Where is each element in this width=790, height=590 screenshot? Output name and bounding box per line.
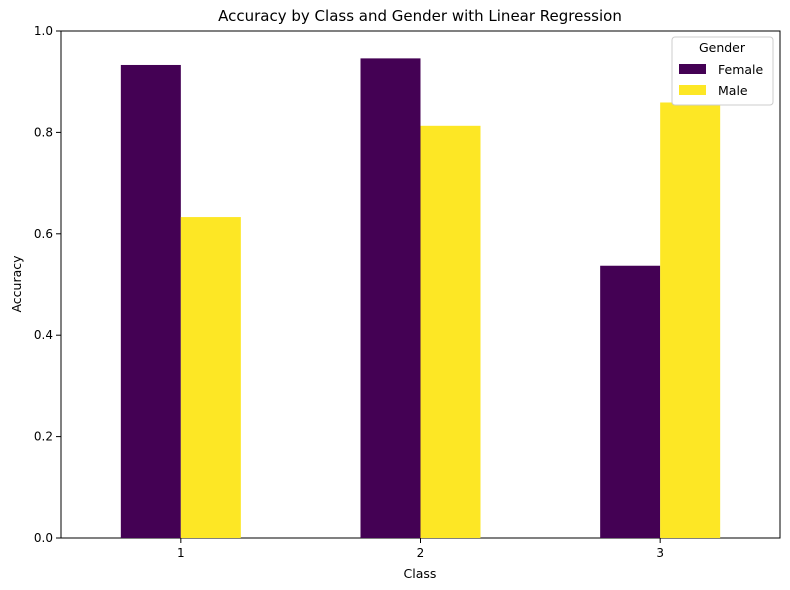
- legend: Gender Female Male: [671, 36, 774, 106]
- legend-swatch-male: [679, 85, 706, 95]
- bar-female-class-3: [600, 265, 661, 538]
- x-axis-ticks: 1 2 3: [177, 538, 664, 560]
- y-tick-label: 0.0: [34, 531, 53, 545]
- bars-group: [120, 58, 721, 539]
- bar-male-class-2: [420, 125, 481, 539]
- y-tick-label: 1.0: [34, 24, 53, 38]
- legend-swatch-female: [679, 64, 706, 74]
- y-axis-label: Accuracy: [9, 255, 24, 313]
- bar-male-class-1: [180, 217, 241, 538]
- x-tick-label: 3: [656, 546, 664, 560]
- x-axis-label: Class: [404, 566, 437, 581]
- x-tick-label: 2: [417, 546, 425, 560]
- legend-label-male: Male: [718, 83, 748, 98]
- legend-label-female: Female: [718, 62, 764, 77]
- bar-female-class-2: [360, 58, 421, 539]
- y-tick-label: 0.6: [34, 227, 53, 241]
- y-axis-ticks: 0.0 0.2 0.4 0.6 0.8 1.0: [34, 24, 61, 545]
- y-tick-label: 0.2: [34, 430, 53, 444]
- bar-female-class-1: [120, 64, 181, 539]
- y-tick-label: 0.8: [34, 125, 53, 139]
- bar-male-class-3: [660, 102, 721, 538]
- y-tick-label: 0.4: [34, 328, 53, 342]
- x-tick-label: 1: [177, 546, 185, 560]
- legend-title: Gender: [699, 40, 746, 55]
- chart-title: Accuracy by Class and Gender with Linear…: [218, 7, 622, 25]
